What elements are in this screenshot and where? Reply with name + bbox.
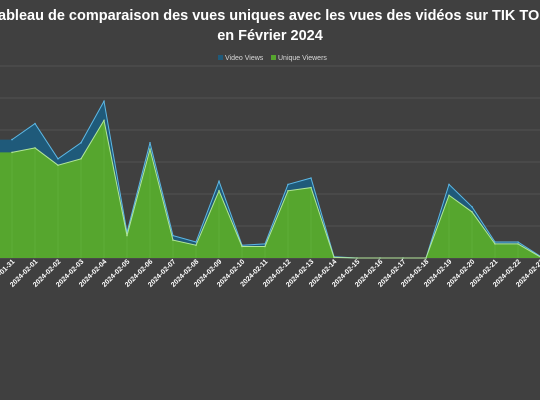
unique-viewers-point-2024-02-16 [379,257,381,259]
legend-label-unique-viewers: Unique Viewers [278,55,327,62]
unique-viewers-point-2024-02-04 [103,119,105,122]
unique-viewers-point-2024-02-17 [402,257,404,259]
video-views-point-2024-02-04 [103,100,105,102]
video-views-point-2024-02-06 [149,142,151,144]
video-views-point-2024-02-09 [218,180,220,182]
video-views-point-2024-02-21 [494,241,496,243]
chart-title-line-1: Tableau de comparaison des vues uniques … [0,8,540,24]
legend-swatch-video-views [218,55,223,60]
legend-swatch-unique-viewers [271,55,276,60]
legend: Video Views Unique Viewers [218,55,327,62]
legend-label-video-views: Video Views [225,55,264,62]
video-views-point-2024-02-20 [471,206,473,208]
video-views-point-2024-02-03 [80,142,82,144]
video-views-line [11,99,540,259]
video-views-point-2024-02-02 [57,158,59,160]
unique-viewers-area [0,120,540,258]
video-views-point-2024-02-07 [172,234,174,237]
video-views-point-2024-02-12 [287,183,289,186]
video-views-point-2024-02-01 [34,122,36,125]
unique-viewers-line [11,119,540,259]
series-areas [0,99,540,259]
video-views-point-2024-02-08 [195,241,197,243]
unique-viewers-point-2024-02-18 [425,257,427,259]
video-views-point-2024-02-13 [310,177,312,179]
video-views-point-2024-01-31 [11,138,13,141]
video-views-point-2024-02-19 [448,183,450,186]
unique-viewers-point-2024-02-15 [356,257,358,259]
chart-title-line-2: en Février 2024 [217,28,323,44]
video-views-point-2024-02-22 [517,241,519,243]
